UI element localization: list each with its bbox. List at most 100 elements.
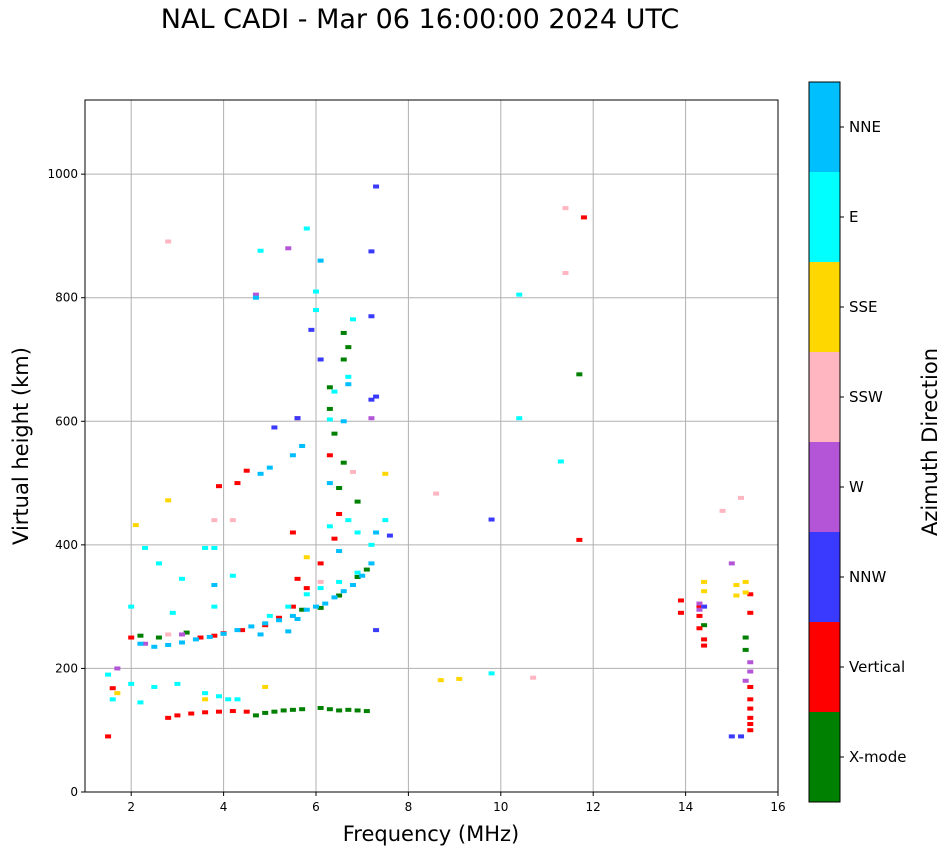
data-point <box>303 586 310 591</box>
data-point <box>336 579 343 584</box>
series-vertical <box>105 215 754 739</box>
data-point <box>340 589 347 594</box>
y-axis-ticks: 0 200 400 600 800 1000 <box>47 167 85 799</box>
data-point <box>326 385 333 390</box>
data-point <box>317 579 324 584</box>
data-point <box>373 530 380 535</box>
data-point <box>696 613 703 618</box>
data-point <box>155 561 162 566</box>
data-point <box>368 249 375 254</box>
data-point <box>220 631 227 636</box>
data-point <box>285 604 292 609</box>
data-point <box>345 518 352 523</box>
data-point <box>326 707 333 712</box>
series-x-mode <box>137 330 749 718</box>
data-point <box>701 623 708 628</box>
data-point <box>742 590 749 595</box>
data-point <box>373 628 380 633</box>
colorbar-segment <box>809 532 840 622</box>
y-tick-label: 200 <box>55 661 78 675</box>
data-point <box>488 671 495 676</box>
data-point <box>696 607 703 612</box>
data-point <box>303 555 310 560</box>
data-point <box>169 610 176 615</box>
data-point <box>105 672 112 677</box>
data-point <box>345 374 352 379</box>
data-point <box>211 518 218 523</box>
data-point <box>252 292 259 297</box>
data-point <box>456 676 463 681</box>
y-tick-label: 0 <box>70 785 78 799</box>
data-point <box>557 459 564 464</box>
data-point <box>354 574 361 579</box>
data-point <box>313 604 319 609</box>
data-point <box>359 573 366 578</box>
data-point <box>280 708 287 713</box>
x-tick-label: 10 <box>493 800 508 814</box>
series-e <box>105 226 564 705</box>
data-point <box>165 498 172 503</box>
data-point <box>340 357 347 362</box>
colorbar-segment <box>809 622 840 712</box>
data-point <box>516 292 523 297</box>
data-point <box>747 722 754 727</box>
data-point <box>354 708 361 713</box>
data-point <box>677 610 684 615</box>
data-point <box>382 518 389 523</box>
data-point <box>179 640 186 645</box>
data-point <box>211 633 218 638</box>
data-point <box>276 615 283 620</box>
data-point <box>165 715 172 720</box>
data-point <box>165 642 172 647</box>
data-point <box>289 604 296 609</box>
x-tick-label: 6 <box>312 800 320 814</box>
data-point <box>562 271 569 275</box>
data-point <box>317 605 324 610</box>
colorbar: X-mode Vertical NNW W SSW SSE E NNE <box>808 81 906 803</box>
data-point <box>303 226 310 231</box>
data-point <box>345 345 352 350</box>
data-point <box>299 707 306 712</box>
data-point <box>215 709 222 714</box>
data-point <box>114 666 121 671</box>
data-point <box>202 710 209 715</box>
data-point <box>142 545 149 550</box>
data-point <box>234 628 241 633</box>
data-point <box>317 705 324 710</box>
data-point <box>202 691 209 696</box>
data-point <box>206 634 213 639</box>
data-point <box>229 709 236 714</box>
data-point <box>271 425 278 430</box>
data-point <box>151 644 158 649</box>
data-point <box>368 397 375 402</box>
data-point <box>271 709 278 714</box>
data-point <box>313 308 319 313</box>
data-point <box>211 583 218 588</box>
colorbar-tick-label: NNW <box>849 568 886 586</box>
data-point <box>331 536 338 541</box>
data-point <box>373 394 380 399</box>
data-point <box>696 604 703 609</box>
x-tick-label: 8 <box>405 800 413 814</box>
data-point <box>747 592 754 597</box>
data-point <box>733 593 740 598</box>
data-point <box>243 709 250 714</box>
colorbar-segment <box>809 172 840 262</box>
data-point <box>179 576 186 581</box>
colorbar-segment <box>809 262 840 352</box>
data-point <box>289 530 296 535</box>
data-point <box>285 246 292 251</box>
data-point <box>340 460 347 465</box>
data-point <box>728 734 735 739</box>
data-point <box>105 734 112 739</box>
colorbar-segment <box>809 442 840 532</box>
data-point <box>109 697 116 702</box>
data-point <box>262 621 269 626</box>
data-point <box>340 330 347 335</box>
data-point <box>308 327 315 332</box>
data-point <box>234 481 241 486</box>
colorbar-segment <box>809 712 840 802</box>
data-point <box>354 530 361 535</box>
data-point <box>326 417 333 422</box>
data-point <box>738 495 745 500</box>
